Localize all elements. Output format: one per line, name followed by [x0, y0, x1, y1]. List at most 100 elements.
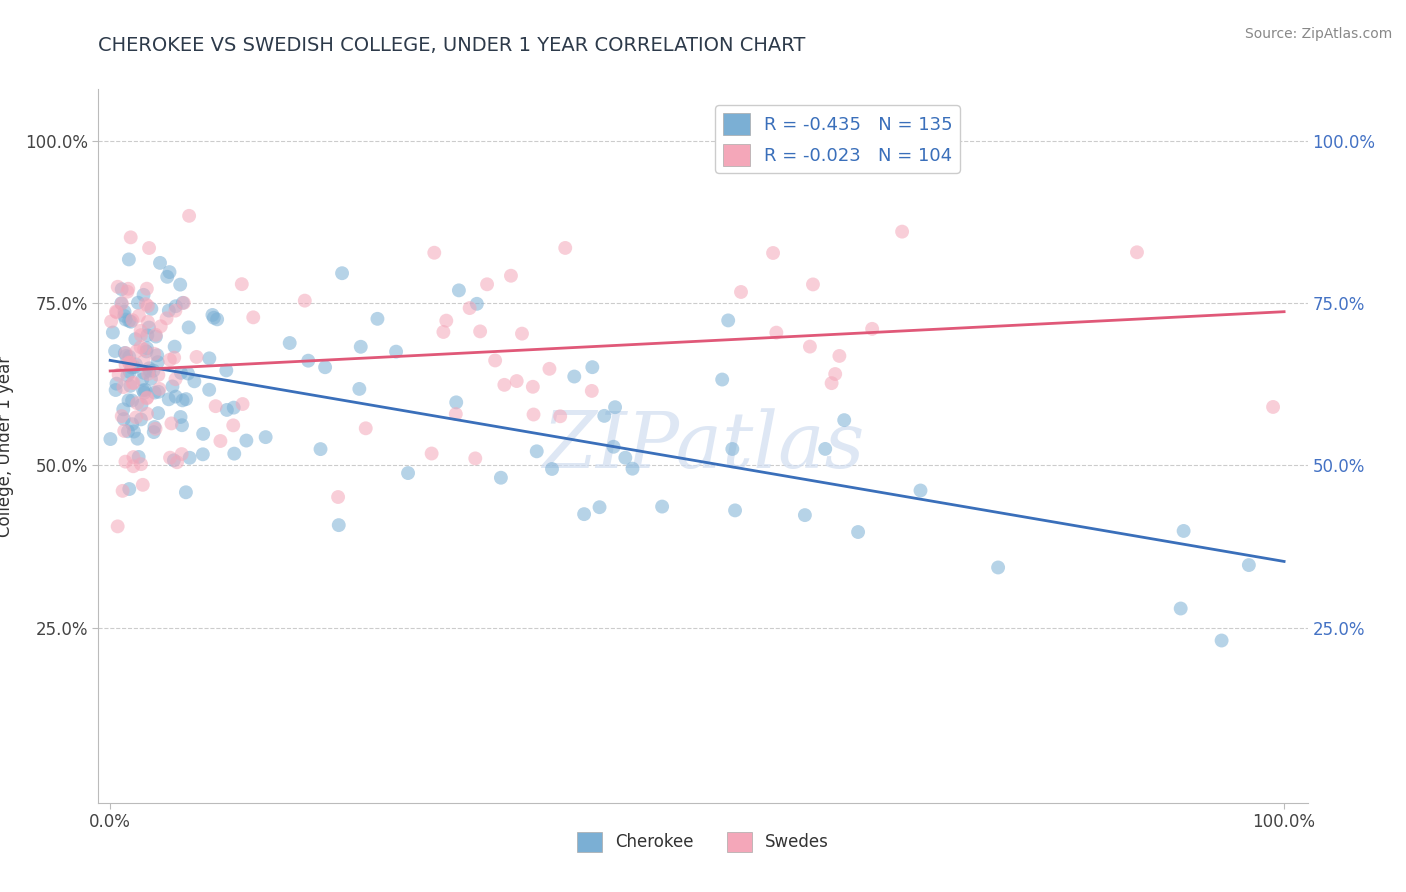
Point — [149, 256, 172, 270]
Point — [328, 518, 350, 533]
Point — [138, 241, 160, 255]
Point — [159, 352, 181, 367]
Point — [143, 385, 166, 400]
Point — [120, 356, 142, 370]
Point — [156, 269, 179, 284]
Point — [146, 406, 169, 420]
Point — [170, 366, 193, 380]
Point — [163, 453, 186, 467]
Point — [135, 282, 157, 296]
Point — [114, 358, 136, 372]
Point — [157, 392, 180, 407]
Point — [205, 312, 228, 326]
Point — [121, 393, 143, 408]
Point — [326, 490, 349, 504]
Point — [127, 432, 149, 446]
Point — [538, 361, 561, 376]
Point — [198, 351, 221, 366]
Point — [183, 374, 205, 388]
Point — [121, 376, 143, 390]
Point — [118, 482, 141, 496]
Point — [222, 418, 245, 433]
Point — [179, 209, 201, 223]
Point — [224, 447, 246, 461]
Point — [179, 450, 201, 465]
Point — [548, 409, 571, 424]
Point — [132, 478, 155, 492]
Point — [142, 425, 165, 439]
Point — [132, 354, 155, 368]
Point — [122, 450, 145, 464]
Point — [235, 434, 257, 448]
Point — [602, 440, 624, 454]
Point — [762, 246, 785, 260]
Point — [278, 336, 301, 351]
Point — [562, 369, 585, 384]
Point — [105, 376, 128, 391]
Point — [125, 410, 148, 425]
Point — [186, 350, 208, 364]
Point — [125, 344, 148, 359]
Point — [170, 447, 193, 461]
Point — [145, 329, 167, 343]
Text: CHEROKEE VS SWEDISH COLLEGE, UNDER 1 YEAR CORRELATION CHART: CHEROKEE VS SWEDISH COLLEGE, UNDER 1 YEA… — [98, 36, 806, 54]
Point — [136, 407, 159, 421]
Point — [350, 340, 373, 354]
Point — [134, 383, 156, 397]
Text: Source: ZipAtlas.com: Source: ZipAtlas.com — [1244, 27, 1392, 41]
Text: ZIPatlas: ZIPatlas — [541, 408, 865, 484]
Point — [122, 360, 145, 375]
Point — [294, 293, 316, 308]
Point — [721, 442, 744, 456]
Point — [134, 385, 156, 400]
Point — [159, 265, 181, 279]
Point — [149, 319, 172, 334]
Point — [131, 373, 153, 387]
Point — [174, 485, 197, 500]
Point — [141, 301, 163, 316]
Point — [172, 393, 194, 408]
Point — [522, 408, 544, 422]
Point — [128, 450, 150, 464]
Point — [910, 483, 932, 498]
Point — [138, 361, 160, 376]
Point — [172, 296, 194, 310]
Point — [163, 351, 186, 365]
Point — [129, 457, 152, 471]
Point — [730, 285, 752, 299]
Point — [173, 296, 195, 310]
Point — [799, 340, 821, 354]
Point — [114, 304, 136, 318]
Point — [121, 313, 143, 327]
Point — [101, 326, 124, 340]
Point — [434, 313, 457, 327]
Point — [112, 309, 135, 323]
Point — [1170, 601, 1192, 615]
Point — [165, 299, 187, 313]
Point — [143, 347, 166, 361]
Point — [396, 466, 419, 480]
Point — [166, 455, 188, 469]
Point — [127, 295, 149, 310]
Point — [148, 384, 170, 399]
Point — [128, 309, 150, 323]
Point — [129, 340, 152, 354]
Point — [112, 412, 135, 426]
Point — [447, 284, 470, 298]
Point — [464, 451, 486, 466]
Point — [169, 409, 191, 424]
Point — [191, 447, 214, 461]
Point — [132, 384, 155, 398]
Point — [124, 332, 146, 346]
Point — [987, 560, 1010, 574]
Point — [117, 368, 139, 383]
Point — [651, 500, 673, 514]
Point — [117, 282, 139, 296]
Point — [111, 296, 134, 310]
Point — [155, 311, 177, 326]
Point — [593, 409, 616, 423]
Point — [174, 392, 197, 406]
Point — [122, 425, 145, 439]
Point — [231, 277, 253, 292]
Point — [717, 313, 740, 327]
